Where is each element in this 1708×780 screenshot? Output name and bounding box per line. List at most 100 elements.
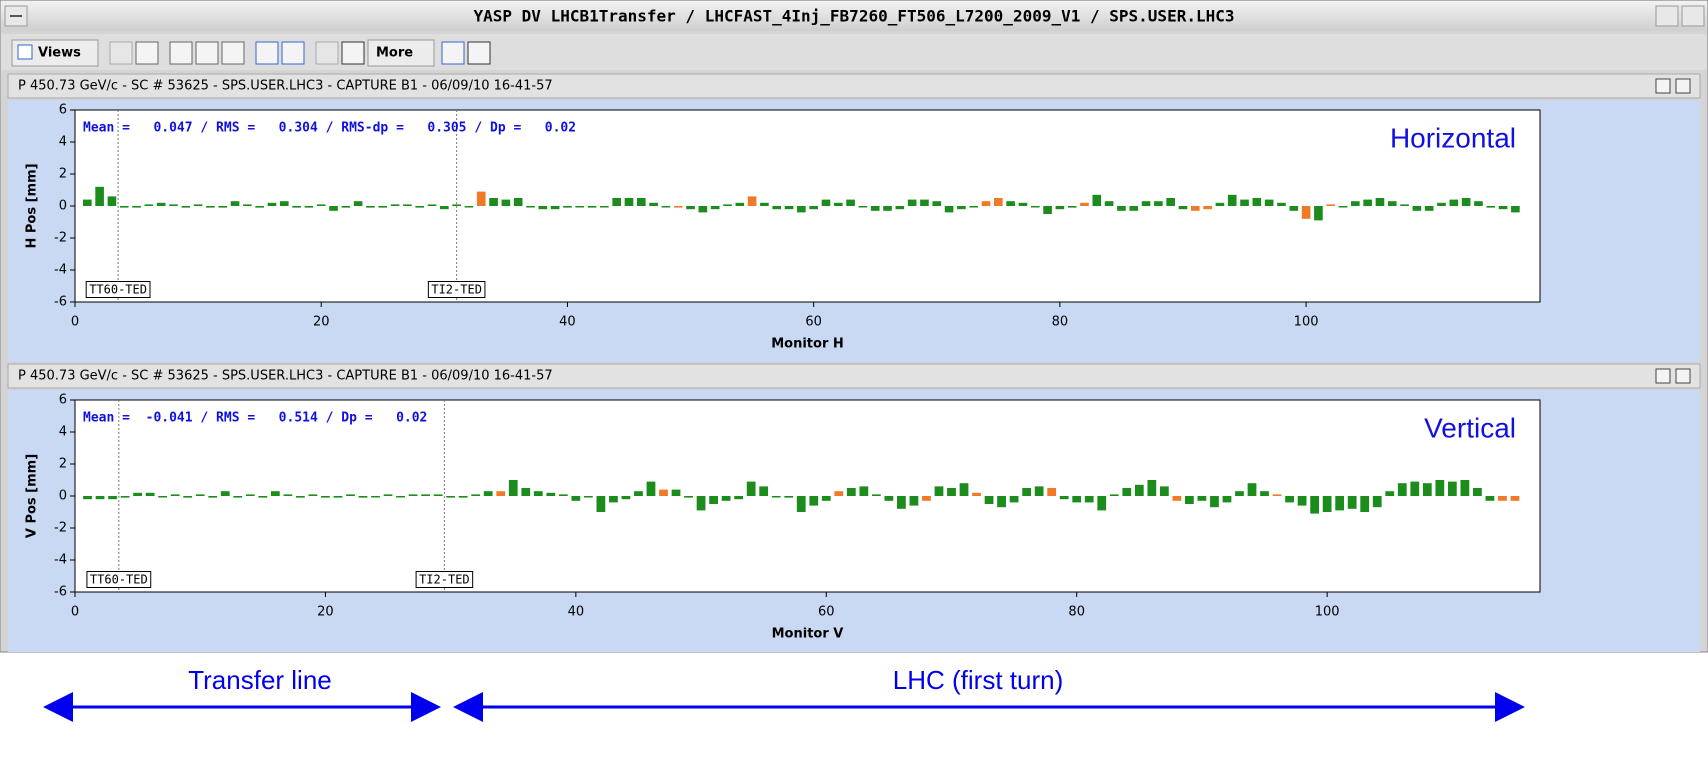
bar <box>1338 206 1348 208</box>
bar <box>600 206 609 208</box>
x-tick-label: 60 <box>818 605 835 620</box>
bar <box>1190 206 1200 211</box>
bar <box>686 206 695 210</box>
maximize-button[interactable] <box>1681 5 1705 27</box>
x-tick-label: 60 <box>805 315 822 330</box>
bar <box>283 494 293 496</box>
y-tick-label: 4 <box>59 135 67 150</box>
panel-header-text: P 450.73 GeV/c - SC # 53625 - SPS.USER.L… <box>18 79 553 94</box>
y-tick-label: -4 <box>54 553 67 568</box>
tool-button[interactable] <box>169 41 193 65</box>
tool-button[interactable] <box>221 41 245 65</box>
bar <box>107 196 117 206</box>
tool-button[interactable] <box>195 41 219 65</box>
bar <box>734 496 744 500</box>
bar <box>646 481 656 496</box>
panel-header <box>7 73 1701 99</box>
x-tick-label: 40 <box>568 605 585 620</box>
bar <box>476 191 486 206</box>
y-tick-label: 2 <box>59 457 67 472</box>
plane-label: Horizontal <box>1390 122 1516 153</box>
bar <box>696 496 706 511</box>
bar <box>1222 496 1232 503</box>
bar <box>834 491 844 496</box>
bar <box>1272 494 1282 496</box>
tool-button[interactable] <box>135 41 159 65</box>
bar <box>858 206 868 208</box>
bar <box>156 202 166 206</box>
panel-icon <box>1675 368 1691 384</box>
tool-button[interactable] <box>467 41 491 65</box>
bar <box>1360 496 1370 512</box>
marker-label: TT60-TED <box>90 573 148 587</box>
bar <box>721 496 731 501</box>
bar <box>994 198 1003 206</box>
window-title: YASP DV LHCB1Transfer / LHCFAST_4Inj_FB7… <box>474 7 1235 26</box>
tool-button[interactable] <box>341 41 365 65</box>
bar <box>183 496 193 498</box>
tool-button[interactable] <box>109 41 133 65</box>
bar <box>997 496 1006 508</box>
bar <box>193 204 203 206</box>
bar <box>1154 201 1163 206</box>
minimize-button[interactable] <box>1655 5 1679 27</box>
bar <box>308 494 318 496</box>
tool-button[interactable] <box>315 41 339 65</box>
stats-text: Mean = -0.041 / RMS = 0.514 / Dp = 0.02 <box>83 411 427 426</box>
bar <box>195 494 205 496</box>
tool-button[interactable] <box>441 41 465 65</box>
bar <box>233 496 243 498</box>
bar <box>208 496 218 498</box>
bar <box>1485 496 1495 501</box>
x-axis-label: Monitor H <box>771 337 844 352</box>
bar <box>1235 491 1244 496</box>
bar <box>521 488 531 496</box>
bar <box>1461 198 1471 206</box>
bar <box>1080 202 1089 206</box>
bar <box>747 196 757 206</box>
tool-button[interactable] <box>281 41 305 65</box>
bar <box>1117 206 1126 211</box>
bar <box>859 486 869 496</box>
bar <box>1252 198 1262 206</box>
bar <box>957 206 966 210</box>
bar <box>501 199 511 206</box>
bar <box>636 198 646 206</box>
bar <box>710 206 720 210</box>
bar <box>833 202 843 206</box>
bar <box>526 206 535 208</box>
bar <box>1410 481 1420 496</box>
more-button[interactable] <box>367 39 435 67</box>
x-tick-label: 80 <box>1052 315 1069 330</box>
bar <box>1385 491 1395 496</box>
bar <box>513 198 523 206</box>
views-icon <box>17 44 33 60</box>
bar <box>1043 206 1052 214</box>
bar <box>661 206 671 208</box>
x-tick-label: 100 <box>1315 605 1340 620</box>
bar <box>981 201 991 206</box>
panel-icon <box>1655 78 1671 94</box>
bar <box>408 494 418 496</box>
bar <box>673 206 683 208</box>
bar <box>108 496 117 500</box>
bar <box>1210 496 1219 508</box>
bar <box>321 496 330 498</box>
tool-button[interactable] <box>255 41 279 65</box>
bar <box>270 491 280 496</box>
bar <box>735 202 745 206</box>
bar <box>784 206 794 210</box>
bar <box>1147 480 1157 496</box>
bar <box>1034 486 1044 496</box>
bar <box>1437 202 1446 206</box>
bar <box>1240 199 1249 206</box>
bar <box>133 492 142 496</box>
bar <box>1447 481 1457 496</box>
bar <box>771 496 781 498</box>
bar <box>1387 201 1397 206</box>
bar <box>489 198 498 206</box>
bar <box>1264 199 1274 206</box>
bar <box>218 206 228 208</box>
bar <box>144 204 154 206</box>
